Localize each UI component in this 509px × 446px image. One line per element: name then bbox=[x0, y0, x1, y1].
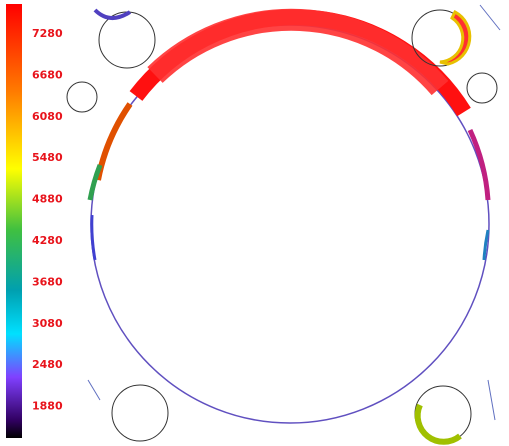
pressure-image bbox=[67, 5, 500, 442]
pressure-map-view: 7280 6680 6080 5480 4880 4280 3680 3080 2480 1880 bbox=[0, 0, 509, 446]
page: 7280 6680 6080 5480 4880 4280 3680 3080 2480 1880… bbox=[0, 0, 509, 446]
colorbar-tick-label: 6680 bbox=[32, 68, 63, 81]
colorbar-tick-label: 3080 bbox=[32, 317, 63, 330]
colorbar-tick-label: 1880 bbox=[32, 400, 63, 413]
colorbar-tick-label: 6080 bbox=[32, 110, 63, 123]
colorbar-tick-label: 7280 bbox=[32, 27, 63, 40]
colorbar bbox=[6, 4, 22, 438]
colorbar-tick-label: 2480 bbox=[32, 358, 63, 371]
colorbar-tick-label: 5480 bbox=[32, 151, 63, 164]
colorbar-ticks: 7280 6680 6080 5480 4880 4280 3680 3080 2480 1880 bbox=[32, 27, 63, 413]
colorbar-tick-label: 4880 bbox=[32, 193, 63, 206]
colorbar-tick-label: 4280 bbox=[32, 234, 63, 247]
colorbar-tick-label: 3680 bbox=[32, 275, 63, 288]
